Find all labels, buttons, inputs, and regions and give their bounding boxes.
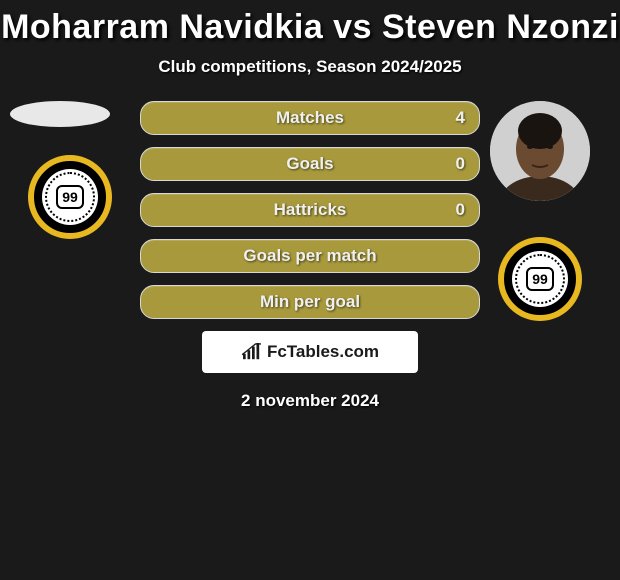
- player-right-club-badge: [498, 237, 582, 321]
- stat-bar-label: Matches: [276, 108, 344, 128]
- stat-bar-value: 0: [456, 154, 465, 174]
- club-badge-icon: [42, 169, 98, 225]
- player-right-photo-icon: [490, 101, 590, 201]
- stat-bar-label: Goals per match: [243, 246, 376, 266]
- chart-icon: [241, 343, 263, 361]
- stat-bar-label: Goals: [286, 154, 333, 174]
- site-logo[interactable]: FcTables.com: [202, 331, 418, 373]
- stat-bar-matches: Matches 4: [140, 101, 480, 135]
- comparison-panel: Matches 4 Goals 0 Hattricks 0 Goals per …: [0, 101, 620, 429]
- player-left-club-badge: [28, 155, 112, 239]
- stat-bar-label: Min per goal: [260, 292, 360, 312]
- site-logo-text: FcTables.com: [267, 342, 379, 362]
- stat-bar-value: 0: [456, 200, 465, 220]
- subtitle: Club competitions, Season 2024/2025: [0, 51, 620, 83]
- stat-bar-label: Hattricks: [274, 200, 347, 220]
- comparison-date: 2 november 2024: [0, 373, 620, 429]
- stat-bar-min-per-goal: Min per goal: [140, 285, 480, 319]
- club-badge-icon: [512, 251, 568, 307]
- player-right-avatar: [490, 101, 590, 201]
- stat-bar-hattricks: Hattricks 0: [140, 193, 480, 227]
- page-title: Moharram Navidkia vs Steven Nzonzi: [0, 0, 620, 51]
- stat-bar-goals: Goals 0: [140, 147, 480, 181]
- stat-bar-value: 4: [456, 108, 465, 128]
- stat-bars: Matches 4 Goals 0 Hattricks 0 Goals per …: [140, 101, 480, 319]
- player-left-avatar: [10, 101, 110, 127]
- stat-bar-goals-per-match: Goals per match: [140, 239, 480, 273]
